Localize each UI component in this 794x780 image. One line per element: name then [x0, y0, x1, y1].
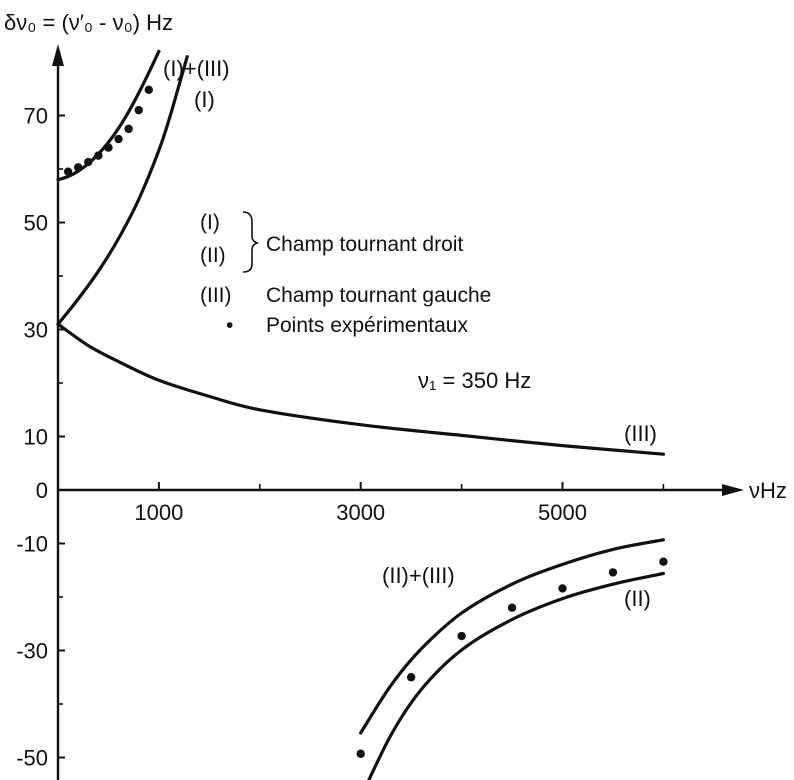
experimental-point: [507, 603, 517, 612]
legend: (I) (II) Champ tournant droit (III) Cham…: [200, 211, 491, 337]
experimental-point: [134, 105, 143, 115]
legend-symbol-dot: •: [226, 314, 233, 337]
y-tick-label--10: -10: [16, 532, 48, 557]
experimental-point: [104, 143, 113, 152]
frequency-annotation: ν₁ = 350 Hz: [418, 368, 531, 393]
legend-symbol-i: (I): [200, 211, 220, 234]
series-line-1: [56, 55, 189, 326]
y-tick-label--30: -30: [16, 639, 48, 664]
curve-label-2: (III): [624, 421, 657, 446]
experimental-point: [144, 85, 154, 95]
y-tick-label-30: 30: [24, 318, 48, 343]
curve-label-1: (I): [194, 87, 215, 112]
experimental-point: [659, 557, 668, 566]
experimental-point: [73, 163, 83, 172]
series-line-4: [367, 571, 665, 780]
curve-label-0: (I)+(III): [163, 56, 230, 81]
y-tick-label-50: 50: [24, 211, 48, 236]
x-axis-label: νHz: [749, 478, 787, 503]
y-tick-label-0: 0: [36, 478, 48, 503]
legend-text-left-field: Champ tournant gauche: [266, 284, 491, 307]
experimental-point: [63, 167, 73, 176]
series-line-0: [56, 49, 161, 182]
x-tick-label-3000: 3000: [336, 500, 385, 525]
experimental-point: [608, 568, 618, 577]
curve-labels: (I)+(III) (I) (III) (II)+(III) (II): [163, 56, 657, 611]
experimental-point: [406, 673, 416, 682]
series-line-3: [359, 538, 665, 735]
experimental-point: [94, 151, 103, 160]
curve-label-4: (II): [624, 586, 651, 611]
experimental-point: [356, 749, 365, 758]
y-tick-label-10: 10: [24, 425, 48, 450]
x-tick-label-1000: 1000: [134, 500, 183, 525]
experimental-point: [84, 157, 93, 167]
experimental-point: [558, 584, 567, 593]
legend-text-right-field: Champ tournant droit: [266, 233, 463, 256]
experimental-point: [114, 134, 123, 144]
experimental-points: [63, 85, 668, 758]
x-axis-arrow: [722, 484, 744, 496]
legend-symbol-iii: (III): [200, 284, 232, 307]
y-axis-arrow: [52, 44, 64, 66]
series-line-2: [56, 322, 665, 456]
y-axis-label: δν₀ = (ν′₀ - ν₀) Hz: [4, 10, 173, 35]
experimental-point: [124, 124, 133, 134]
legend-brace: [242, 211, 259, 273]
y-tick-label--50: -50: [16, 746, 48, 771]
experimental-point: [457, 631, 466, 641]
y-tick-label-70: 70: [24, 104, 48, 129]
curve-label-3: (II)+(III): [382, 563, 455, 588]
curves: [56, 49, 665, 780]
legend-text-points: Points expérimentaux: [266, 314, 468, 337]
legend-symbol-ii: (II): [200, 244, 226, 267]
x-tick-label-5000: 5000: [538, 500, 587, 525]
ticks: 70 50 30 10 0 -10 -30 -50 1000 3000 5000: [16, 104, 665, 771]
